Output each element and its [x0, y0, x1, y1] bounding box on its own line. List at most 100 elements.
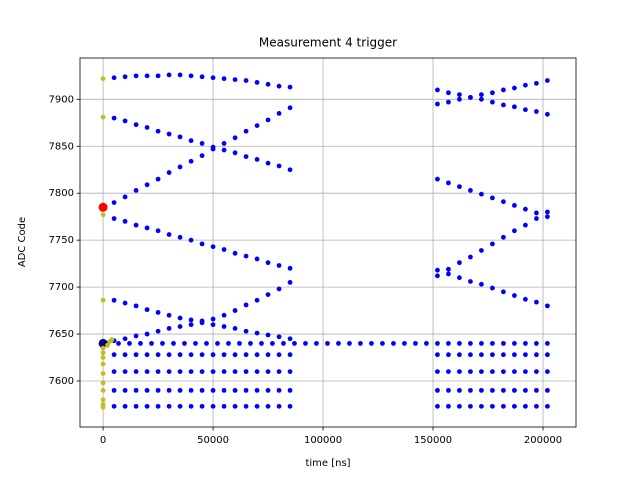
scatter-point — [133, 187, 139, 193]
scatter-point — [193, 341, 198, 346]
scatter-point — [512, 403, 517, 409]
scatter-point — [479, 92, 484, 98]
scatter-point — [100, 397, 106, 403]
scatter-point — [259, 341, 264, 346]
scatter-point — [210, 75, 216, 81]
scatter-point — [188, 237, 194, 243]
scatter-point — [523, 82, 528, 88]
scatter-point — [413, 341, 418, 346]
scatter-point — [265, 369, 271, 375]
scatter-point — [534, 403, 539, 409]
y-tick-label: 7700 — [49, 282, 74, 293]
scatter-point — [325, 341, 330, 346]
scatter-point — [545, 352, 550, 358]
scatter-point — [111, 200, 117, 205]
scatter-point — [369, 341, 374, 346]
scatter-point — [490, 352, 495, 358]
scatter-point — [111, 115, 117, 121]
scatter-point — [435, 341, 440, 346]
scatter-point — [100, 387, 106, 393]
scatter-point — [265, 352, 271, 358]
scatter-point — [243, 369, 249, 375]
scatter-point — [276, 352, 282, 358]
scatter-point — [276, 403, 282, 409]
scatter-point — [457, 387, 462, 393]
scatter-point — [232, 250, 238, 256]
scatter-point — [479, 387, 484, 393]
scatter-point — [100, 297, 106, 303]
scatter-point — [276, 334, 282, 340]
scatter-point — [287, 369, 293, 375]
scatter-point — [523, 387, 528, 393]
scatter-point — [523, 403, 528, 409]
scatter-point — [468, 254, 473, 260]
scatter-point — [166, 312, 172, 318]
scatter-point — [221, 247, 227, 252]
scatter-point — [479, 352, 484, 358]
scatter-point — [166, 72, 172, 78]
scatter-point — [534, 210, 539, 216]
scatter-point — [380, 341, 385, 346]
scatter-point — [122, 300, 128, 306]
scatter-point — [221, 369, 227, 375]
scatter-point — [248, 341, 253, 346]
scatter-point — [534, 341, 539, 346]
scatter-point — [210, 403, 216, 409]
scatter-point — [199, 74, 205, 80]
scatter-point — [265, 403, 271, 409]
scatter-point — [144, 352, 150, 358]
scatter-point — [468, 352, 473, 358]
scatter-point — [144, 73, 150, 79]
scatter-point — [144, 369, 150, 375]
scatter-point — [133, 303, 139, 309]
scatter-point — [232, 403, 238, 409]
scatter-point — [457, 96, 462, 102]
scatter-point — [254, 123, 260, 129]
chart-title: Measurement 4 trigger — [259, 36, 397, 50]
scatter-point — [204, 341, 209, 346]
scatter-point — [221, 147, 227, 153]
scatter-point — [177, 369, 183, 375]
scatter-point — [435, 176, 440, 182]
scatter-point — [232, 369, 238, 375]
scatter-point — [111, 369, 117, 375]
scatter-point — [276, 387, 282, 393]
scatter-point — [457, 184, 462, 190]
scatter-point — [155, 73, 161, 79]
scatter-point — [177, 164, 183, 170]
scatter-point — [435, 369, 440, 375]
scatter-point — [545, 209, 550, 215]
scatter-point — [166, 232, 172, 237]
scatter-point — [232, 326, 238, 331]
scatter-point — [100, 212, 106, 218]
scatter-point — [287, 167, 293, 173]
scatter-point — [210, 369, 216, 375]
scatter-point — [287, 403, 293, 409]
scatter-point — [446, 352, 451, 358]
scatter-point — [111, 403, 117, 409]
scatter-point — [457, 341, 462, 346]
scatter-point — [358, 341, 363, 346]
scatter-point — [155, 310, 161, 315]
scatter-point — [265, 332, 271, 338]
scatter-point — [133, 122, 139, 128]
scatter-point — [144, 387, 150, 393]
scatter-point — [144, 125, 150, 130]
scatter-point — [254, 157, 260, 162]
scatter-point — [100, 404, 106, 410]
scatter-point — [188, 403, 194, 409]
scatter-point — [490, 195, 495, 201]
scatter-point — [221, 76, 227, 82]
scatter-point — [232, 135, 238, 141]
scatter-point — [100, 76, 106, 82]
scatter-point — [232, 387, 238, 393]
scatter-point — [144, 182, 150, 188]
scatter-point — [479, 403, 484, 409]
scatter-point — [457, 403, 462, 409]
scatter-point — [221, 387, 227, 393]
scatter-point — [523, 296, 528, 302]
scatter-point — [534, 80, 539, 86]
scatter-point — [210, 146, 216, 152]
scatter-point — [468, 369, 473, 375]
